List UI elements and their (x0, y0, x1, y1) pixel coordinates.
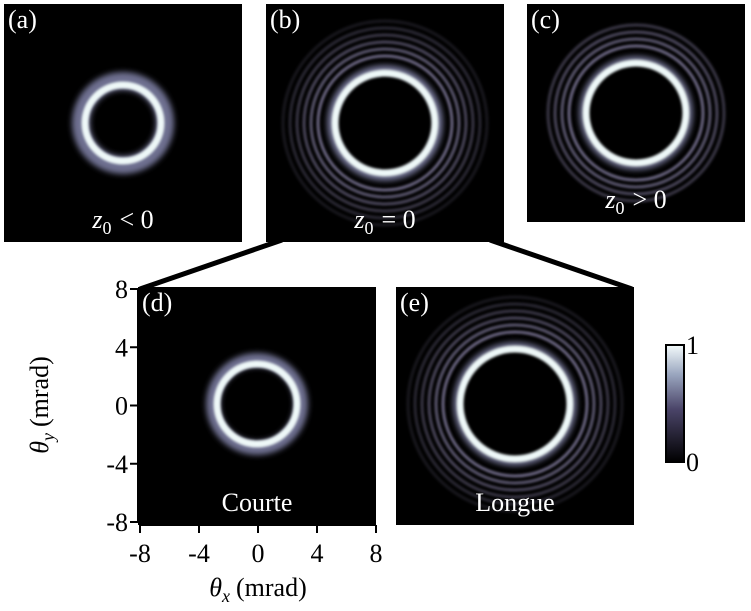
subscript: 0 (364, 218, 373, 238)
colorbar-tick-label: 1 (686, 331, 699, 360)
variable: z (91, 205, 102, 234)
fringe (295, 33, 475, 213)
fringe (567, 44, 705, 182)
y-tick-label: -8 (106, 508, 128, 537)
panel-image (138, 287, 376, 525)
fringe (560, 37, 712, 189)
panel: (d) Courte (138, 287, 376, 525)
halo (206, 353, 308, 455)
fringe (546, 23, 726, 203)
y-tick-label: -4 (106, 450, 128, 479)
colorbar: 01 (665, 331, 699, 477)
fringe (316, 54, 454, 192)
unit: (mrad) (236, 573, 307, 602)
unit: (mrad) (25, 356, 54, 427)
connector (139, 237, 633, 292)
fringe (434, 323, 596, 485)
y-tick-label: 0 (115, 392, 128, 421)
panel: (e) Longue (396, 287, 634, 525)
panel: (b) z0 = 0 (266, 4, 504, 242)
x-axis-label: θx (mrad) (209, 573, 307, 606)
panel-label: Longue (475, 488, 554, 517)
halo (327, 65, 443, 181)
fringe (406, 295, 624, 513)
relation: > 0 (632, 185, 666, 214)
panel-label: z0 = 0 (353, 205, 415, 238)
panel-tag: (b) (270, 5, 300, 34)
halo (453, 342, 577, 466)
panel-label: Courte (222, 488, 293, 517)
variable: θ (209, 573, 222, 602)
colorbar-tick-label: 0 (686, 448, 699, 477)
panel-image (4, 4, 242, 242)
subscript: 0 (102, 218, 111, 238)
fringe (553, 30, 719, 196)
x-tick-label: 0 (252, 539, 265, 568)
panel-label: z0 > 0 (604, 185, 666, 218)
fringe (441, 330, 589, 478)
panel-tag: (a) (8, 5, 37, 34)
halo (579, 56, 693, 170)
halo (72, 72, 174, 174)
plus-sign (377, 392, 395, 410)
ring (81, 81, 165, 165)
ring (582, 59, 690, 167)
subscript: y (38, 433, 58, 443)
panel-tag: (e) (400, 288, 429, 317)
y-tick-label: 8 (115, 275, 128, 304)
x-tick-label: -4 (188, 539, 210, 568)
subscript: 0 (615, 198, 624, 218)
variable: θ (25, 441, 54, 454)
fringe (427, 316, 603, 492)
fringe (413, 302, 617, 506)
colorbar-gradient (665, 344, 685, 463)
x-tick-label: 8 (370, 539, 383, 568)
subscript: x (221, 586, 230, 606)
fringe (309, 47, 461, 199)
variable: z (604, 185, 615, 214)
panel-label: z0 < 0 (91, 205, 153, 238)
fringe (302, 40, 468, 206)
variable: z (353, 205, 364, 234)
fringe (420, 309, 610, 499)
relation: < 0 (119, 205, 153, 234)
fringe (281, 19, 489, 227)
panel-tag: (c) (531, 5, 560, 34)
ring (331, 69, 439, 177)
x-tick-label: -8 (129, 539, 151, 568)
ring (213, 360, 301, 448)
ring (456, 345, 574, 463)
panel: (a) z0 < 0 (4, 4, 242, 242)
panel-tag: (d) (142, 288, 172, 317)
panel: (c) z0 > 0 (527, 4, 745, 222)
relation: = 0 (381, 205, 415, 234)
y-tick-label: 4 (115, 333, 128, 362)
panel-image (266, 4, 504, 242)
y-axis-label: θy (mrad) (25, 356, 58, 454)
x-tick-label: 4 (311, 539, 324, 568)
fringe (288, 26, 482, 220)
